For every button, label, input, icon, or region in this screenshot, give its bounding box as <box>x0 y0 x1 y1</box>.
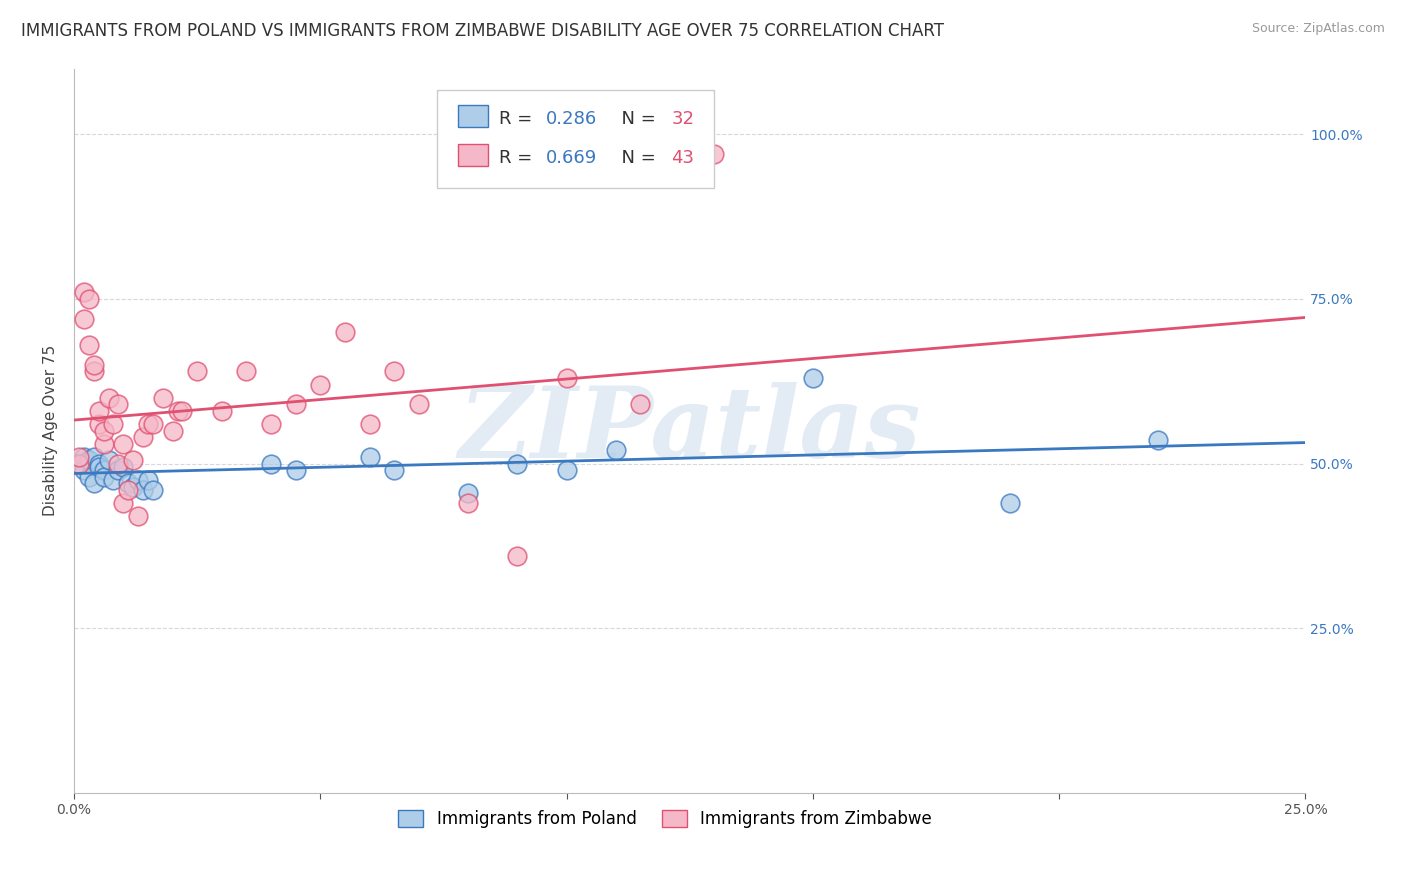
Point <box>87 417 110 431</box>
Point <box>506 457 529 471</box>
Point <box>457 486 479 500</box>
Point <box>408 397 430 411</box>
Text: IMMIGRANTS FROM POLAND VS IMMIGRANTS FROM ZIMBABWE DISABILITY AGE OVER 75 CORREL: IMMIGRANTS FROM POLAND VS IMMIGRANTS FRO… <box>21 22 943 40</box>
Point <box>107 457 129 471</box>
Point <box>142 483 165 497</box>
Text: R =: R = <box>499 149 538 167</box>
Text: N =: N = <box>610 110 661 128</box>
Point <box>73 450 96 464</box>
Point <box>506 549 529 563</box>
Point <box>186 364 208 378</box>
Point <box>359 417 381 431</box>
Point <box>73 285 96 300</box>
Point <box>87 457 110 471</box>
Point <box>132 483 155 497</box>
Text: 43: 43 <box>671 149 695 167</box>
Point <box>83 476 105 491</box>
Point <box>107 463 129 477</box>
Point <box>1146 434 1168 448</box>
Point <box>67 450 90 464</box>
Point <box>93 424 115 438</box>
Point <box>998 496 1021 510</box>
Point <box>457 496 479 510</box>
Point <box>127 473 149 487</box>
Point <box>333 325 356 339</box>
Point <box>359 450 381 464</box>
Point <box>309 377 332 392</box>
Point <box>83 450 105 464</box>
Point <box>77 469 100 483</box>
Point <box>382 364 405 378</box>
Point <box>260 417 283 431</box>
Point <box>67 457 90 471</box>
Point <box>77 338 100 352</box>
Point <box>142 417 165 431</box>
Point <box>172 404 194 418</box>
Point <box>555 463 578 477</box>
Point <box>136 473 159 487</box>
Point <box>112 436 135 450</box>
Point <box>136 417 159 431</box>
Point <box>605 443 627 458</box>
Point <box>77 292 100 306</box>
Y-axis label: Disability Age Over 75: Disability Age Over 75 <box>44 345 58 516</box>
Point <box>73 311 96 326</box>
Point <box>382 463 405 477</box>
Point <box>107 397 129 411</box>
Point <box>97 453 120 467</box>
Point <box>97 391 120 405</box>
Point <box>235 364 257 378</box>
Point <box>122 479 145 493</box>
Point <box>117 483 139 497</box>
Point <box>162 424 184 438</box>
Legend: Immigrants from Poland, Immigrants from Zimbabwe: Immigrants from Poland, Immigrants from … <box>392 804 938 835</box>
Point <box>93 463 115 477</box>
FancyBboxPatch shape <box>458 145 488 167</box>
Point <box>703 147 725 161</box>
Point <box>77 453 100 467</box>
Point <box>112 496 135 510</box>
Point <box>83 358 105 372</box>
Point <box>67 457 90 471</box>
Point <box>284 463 307 477</box>
Point <box>83 364 105 378</box>
Point <box>87 404 110 418</box>
Point <box>801 371 824 385</box>
Point <box>555 371 578 385</box>
Point <box>166 404 188 418</box>
Point <box>284 397 307 411</box>
Point <box>122 453 145 467</box>
Point <box>93 436 115 450</box>
Point <box>87 459 110 474</box>
Point <box>73 463 96 477</box>
Text: ZIPatlas: ZIPatlas <box>458 383 921 479</box>
Point <box>260 457 283 471</box>
Text: 0.669: 0.669 <box>546 149 598 167</box>
Point <box>152 391 174 405</box>
Point <box>93 469 115 483</box>
Text: 0.286: 0.286 <box>546 110 598 128</box>
Point <box>112 459 135 474</box>
Point <box>103 417 125 431</box>
Point <box>103 473 125 487</box>
Text: 32: 32 <box>671 110 695 128</box>
Text: R =: R = <box>499 110 538 128</box>
FancyBboxPatch shape <box>458 105 488 128</box>
Point <box>132 430 155 444</box>
Text: Source: ZipAtlas.com: Source: ZipAtlas.com <box>1251 22 1385 36</box>
Point <box>117 476 139 491</box>
Point <box>630 397 652 411</box>
FancyBboxPatch shape <box>437 90 714 188</box>
Point <box>127 509 149 524</box>
Text: N =: N = <box>610 149 661 167</box>
Point <box>211 404 233 418</box>
